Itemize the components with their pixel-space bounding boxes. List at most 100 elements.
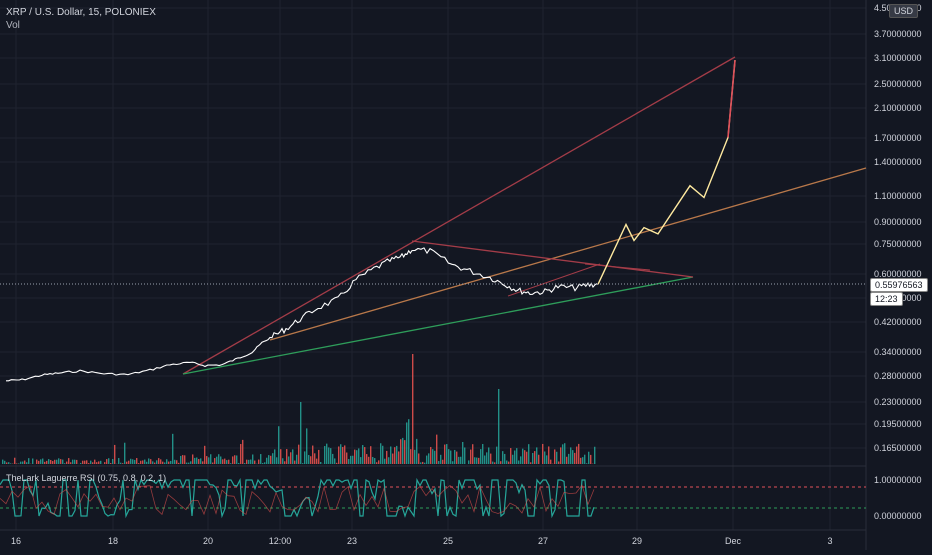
volume-bar (36, 460, 37, 464)
volume-bar (336, 463, 337, 464)
volume-bar (88, 463, 89, 464)
volume-bar (64, 463, 65, 464)
volume-bar (158, 458, 159, 464)
volume-bar (594, 447, 595, 464)
volume-bar (28, 458, 29, 464)
price-tick-label: 3.70000000 (874, 29, 922, 39)
volume-bar (386, 451, 387, 464)
countdown-tag: 12:23 (870, 292, 903, 306)
volume-bar (502, 451, 503, 464)
volume-bar (196, 457, 197, 464)
volume-bar (204, 446, 205, 464)
volume-bar (54, 460, 55, 464)
volume-bar (470, 450, 471, 464)
volume-bar (134, 460, 135, 464)
volume-bar (328, 447, 329, 464)
volume-bar (486, 452, 487, 464)
volume-bar (522, 449, 523, 464)
volume-bar (114, 445, 115, 464)
volume-bar (42, 459, 43, 464)
time-tick-label: 3 (827, 536, 832, 546)
volume-bar (202, 461, 203, 464)
volume-bar (508, 462, 509, 464)
time-tick-label: 29 (632, 536, 642, 546)
volume-bar (568, 454, 569, 464)
volume-bar (214, 458, 215, 464)
volume-bar (160, 459, 161, 464)
volume-bar (166, 459, 167, 464)
volume-bar (482, 444, 483, 464)
volume-bar (430, 447, 431, 464)
last-price-tag: 0.55976563 (870, 278, 928, 292)
volume-bar (388, 457, 389, 464)
volume-bar (476, 458, 477, 464)
volume-bar (584, 455, 585, 464)
currency-badge[interactable]: USD (889, 4, 918, 18)
volume-bar (572, 450, 573, 464)
volume-bar (346, 453, 347, 464)
symbol-title[interactable]: XRP / U.S. Dollar, 15, POLONIEX (6, 6, 156, 19)
volume-bar (82, 461, 83, 464)
time-tick-label: 16 (11, 536, 21, 546)
volume-bar (220, 456, 221, 464)
volume-bar (222, 459, 223, 464)
volume-bar (408, 419, 409, 464)
volume-bar (420, 462, 421, 464)
volume-bar (506, 460, 507, 464)
volume-bar (538, 455, 539, 464)
volume-bar (382, 446, 383, 464)
volume-bar (402, 438, 403, 464)
volume-bar (186, 463, 187, 464)
projection-top-segment (728, 60, 735, 137)
volume-bar (2, 460, 3, 464)
volume-bar (364, 447, 365, 464)
volume-bar (310, 456, 311, 464)
volume-bar (556, 452, 557, 464)
volume-bar (40, 459, 41, 464)
volume-bar (450, 451, 451, 464)
volume-label[interactable]: Vol (6, 19, 156, 32)
volume-bar (290, 452, 291, 464)
volume-bar (484, 455, 485, 464)
descending-trend-line (412, 241, 693, 277)
price-tick-label: 0.16500000 (874, 443, 922, 453)
time-tick-label: 18 (108, 536, 118, 546)
volume-bar (96, 462, 97, 464)
volume-bar (590, 455, 591, 464)
volume-bar (260, 454, 261, 464)
volume-bar (578, 444, 579, 464)
volume-bar (74, 460, 75, 464)
volume-bar (296, 455, 297, 464)
volume-bar (230, 463, 231, 464)
volume-bar (416, 439, 417, 464)
volume-bar (438, 461, 439, 464)
volume-bar (72, 460, 73, 464)
volume-bar (344, 445, 345, 464)
volume-bar (528, 444, 529, 464)
volume-bar (152, 461, 153, 464)
volume-bar (564, 443, 565, 464)
volume-bar (304, 451, 305, 464)
time-tick-label: 27 (538, 536, 548, 546)
volume-bar (378, 460, 379, 464)
chart-header: XRP / U.S. Dollar, 15, POLONIEX Vol (6, 6, 156, 32)
volume-bar (478, 458, 479, 464)
volume-bar (580, 458, 581, 464)
volume-bar (208, 457, 209, 464)
volume-bar (302, 463, 303, 464)
volume-bar (380, 443, 381, 464)
volume-bar (566, 457, 567, 464)
volume-bar (514, 451, 515, 464)
volume-bar (442, 460, 443, 464)
volume-bar (452, 461, 453, 464)
volume-bar (326, 444, 327, 464)
indicator-label[interactable]: TheLark Laguerre RSI (0.75, 0.8, 0.2, 1) (6, 473, 166, 483)
volume-bar (464, 447, 465, 464)
indicator-tick-label: 1.00000000 (874, 475, 922, 485)
volume-bar (394, 447, 395, 464)
upper-trend-line (183, 57, 735, 374)
volume-bar (272, 453, 273, 464)
volume-bar (458, 457, 459, 464)
